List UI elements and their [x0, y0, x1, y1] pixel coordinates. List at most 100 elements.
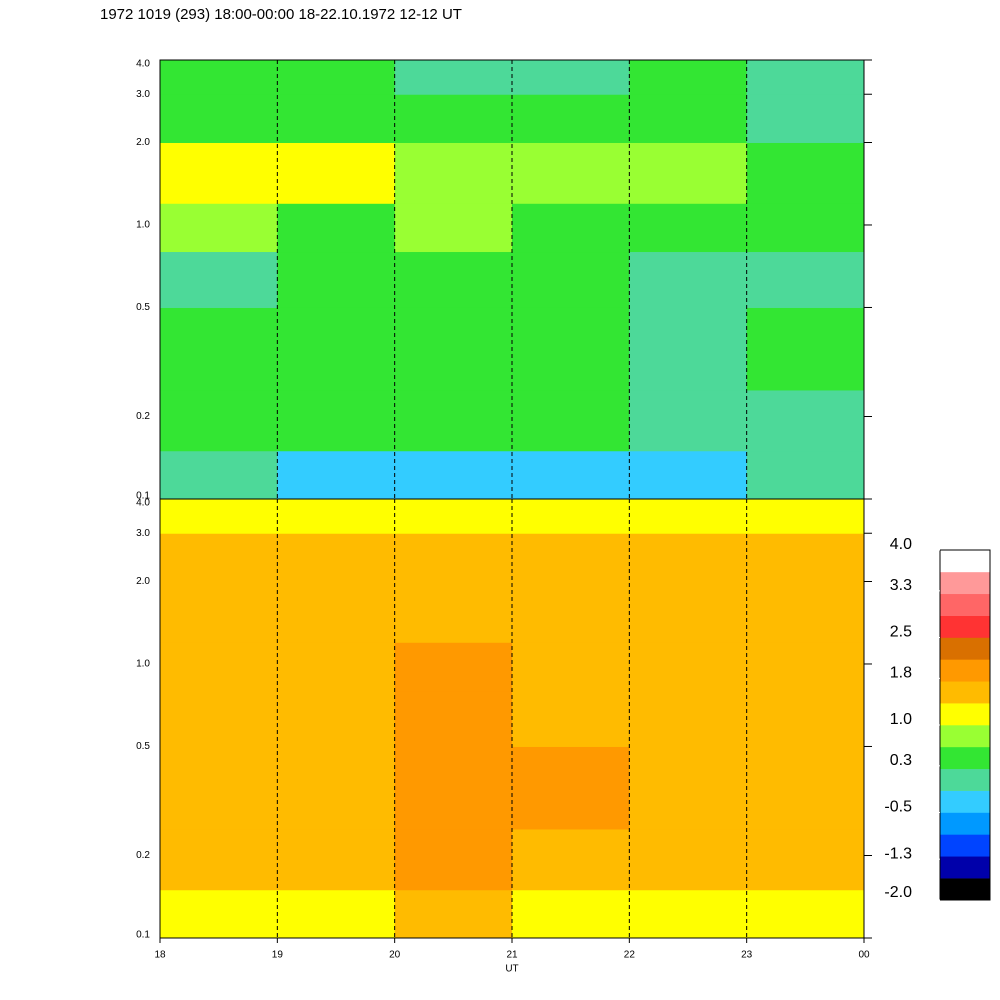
chart-title: 1972 1019 (293) 18:00-00:00 18-22.10.197… [100, 6, 462, 23]
heatmap-cell [746, 203, 865, 253]
heatmap-cell [277, 746, 396, 830]
colorbar-swatch [940, 593, 990, 616]
heatmap-cell [160, 690, 278, 747]
heatmap-cell [746, 142, 865, 204]
y-tick-label: 0.5 [136, 741, 150, 752]
colorbar-swatch [940, 878, 990, 901]
colorbar-swatch [940, 550, 990, 573]
heatmap-cell [277, 251, 396, 308]
heatmap-cell [746, 746, 865, 830]
x-tick-label: 23 [741, 950, 753, 961]
heatmap-cell [746, 533, 865, 582]
colorbar-swatch [940, 746, 990, 770]
y-tick-label: 0.1 [136, 930, 150, 941]
heatmap-cell [512, 533, 630, 582]
colorbar-tick-label: 1.8 [890, 665, 912, 682]
colorbar-swatch [940, 725, 990, 748]
heatmap-cell [629, 581, 748, 643]
colorbar-swatch [940, 834, 990, 857]
heatmap-cell [629, 533, 748, 582]
x-tick-label: 19 [272, 950, 284, 961]
heatmap-cell [394, 581, 513, 643]
heatmap-cell [746, 60, 865, 95]
heatmap-cell [512, 94, 630, 143]
heatmap-cell [277, 60, 396, 95]
heatmap-cell [277, 142, 396, 204]
colorbar-swatch [940, 812, 990, 835]
heatmap-cell [394, 642, 513, 692]
heatmap-cell [394, 307, 513, 391]
x-tick-label: 22 [624, 950, 636, 961]
heatmap-cell [160, 450, 278, 500]
heatmap-cell [629, 60, 748, 95]
heatmap-cell [512, 389, 630, 452]
heatmap-cell [512, 60, 630, 95]
heatmap-cell [160, 746, 278, 830]
heatmap-cell [746, 251, 865, 308]
y-tick-label: 0.2 [136, 850, 150, 861]
heatmap-cell [160, 94, 278, 143]
heatmap-cell [277, 203, 396, 253]
heatmap-cell [512, 642, 630, 692]
colorbar-tick-label: 3.3 [890, 577, 912, 594]
heatmap-cell [160, 251, 278, 308]
heatmap-cell [629, 389, 748, 452]
colorbar-swatch [940, 856, 990, 879]
y-tick-label: 2.0 [136, 137, 150, 148]
colorbar-tick-label: 0.3 [890, 752, 912, 769]
heatmap-cell [512, 690, 630, 747]
heatmap-cell [629, 450, 748, 500]
colorbar-tick-label: 4.0 [890, 536, 912, 553]
colorbar-swatch [940, 571, 990, 595]
heatmap-cell [394, 251, 513, 308]
heatmap-cell [512, 746, 630, 830]
heatmap-cell [160, 499, 278, 534]
heatmap-cell [277, 499, 396, 534]
y-tick-label: 4.0 [136, 498, 150, 509]
heatmap-cell [512, 889, 630, 939]
heatmap-cell [746, 828, 865, 891]
heatmap-cell [629, 746, 748, 830]
y-tick-label: 1.0 [136, 659, 150, 670]
y-tick-label: 4.0 [136, 59, 150, 70]
heatmap-cell [512, 203, 630, 253]
heatmap-cell [629, 828, 748, 891]
x-axis-label: UT [505, 964, 518, 975]
heatmap-cell [746, 642, 865, 692]
heatmap-cell [394, 94, 513, 143]
heatmap-cell [746, 94, 865, 143]
heatmap-cell [394, 828, 513, 891]
heatmap-cell [512, 142, 630, 204]
heatmap-cell [746, 307, 865, 391]
heatmap-cell [160, 581, 278, 643]
colorbar-tick-label: -1.3 [884, 845, 912, 862]
heatmap-cell [512, 581, 630, 643]
heatmap-cell [746, 499, 865, 534]
x-tick-label: 00 [858, 950, 870, 961]
heatmap-cell [629, 203, 748, 253]
y-tick-label: 0.1 [136, 491, 150, 502]
heatmap-cell [394, 499, 513, 534]
heatmap-cell [277, 889, 396, 939]
heatmap-cell [629, 690, 748, 747]
heatmap-cell [160, 389, 278, 452]
heatmap-cell [394, 690, 513, 747]
plot-frame [159, 498, 865, 939]
heatmap-cell [629, 142, 748, 204]
heatmap-cell [746, 581, 865, 643]
heatmap-cell [512, 307, 630, 391]
heatmap-cell [394, 60, 513, 95]
colorbar-swatch [940, 659, 990, 682]
heatmap-cell [746, 889, 865, 939]
y-tick-label: 2.0 [136, 576, 150, 587]
heatmap-cell [277, 828, 396, 891]
heatmap-cell [629, 499, 748, 534]
heatmap-cell [160, 828, 278, 891]
heatmap-cell [746, 690, 865, 747]
heatmap-cell [277, 94, 396, 143]
colorbar-swatch [940, 615, 990, 638]
heatmap-cell [277, 389, 396, 452]
y-tick-label: 1.0 [136, 220, 150, 231]
y-tick-label: 0.5 [136, 302, 150, 313]
